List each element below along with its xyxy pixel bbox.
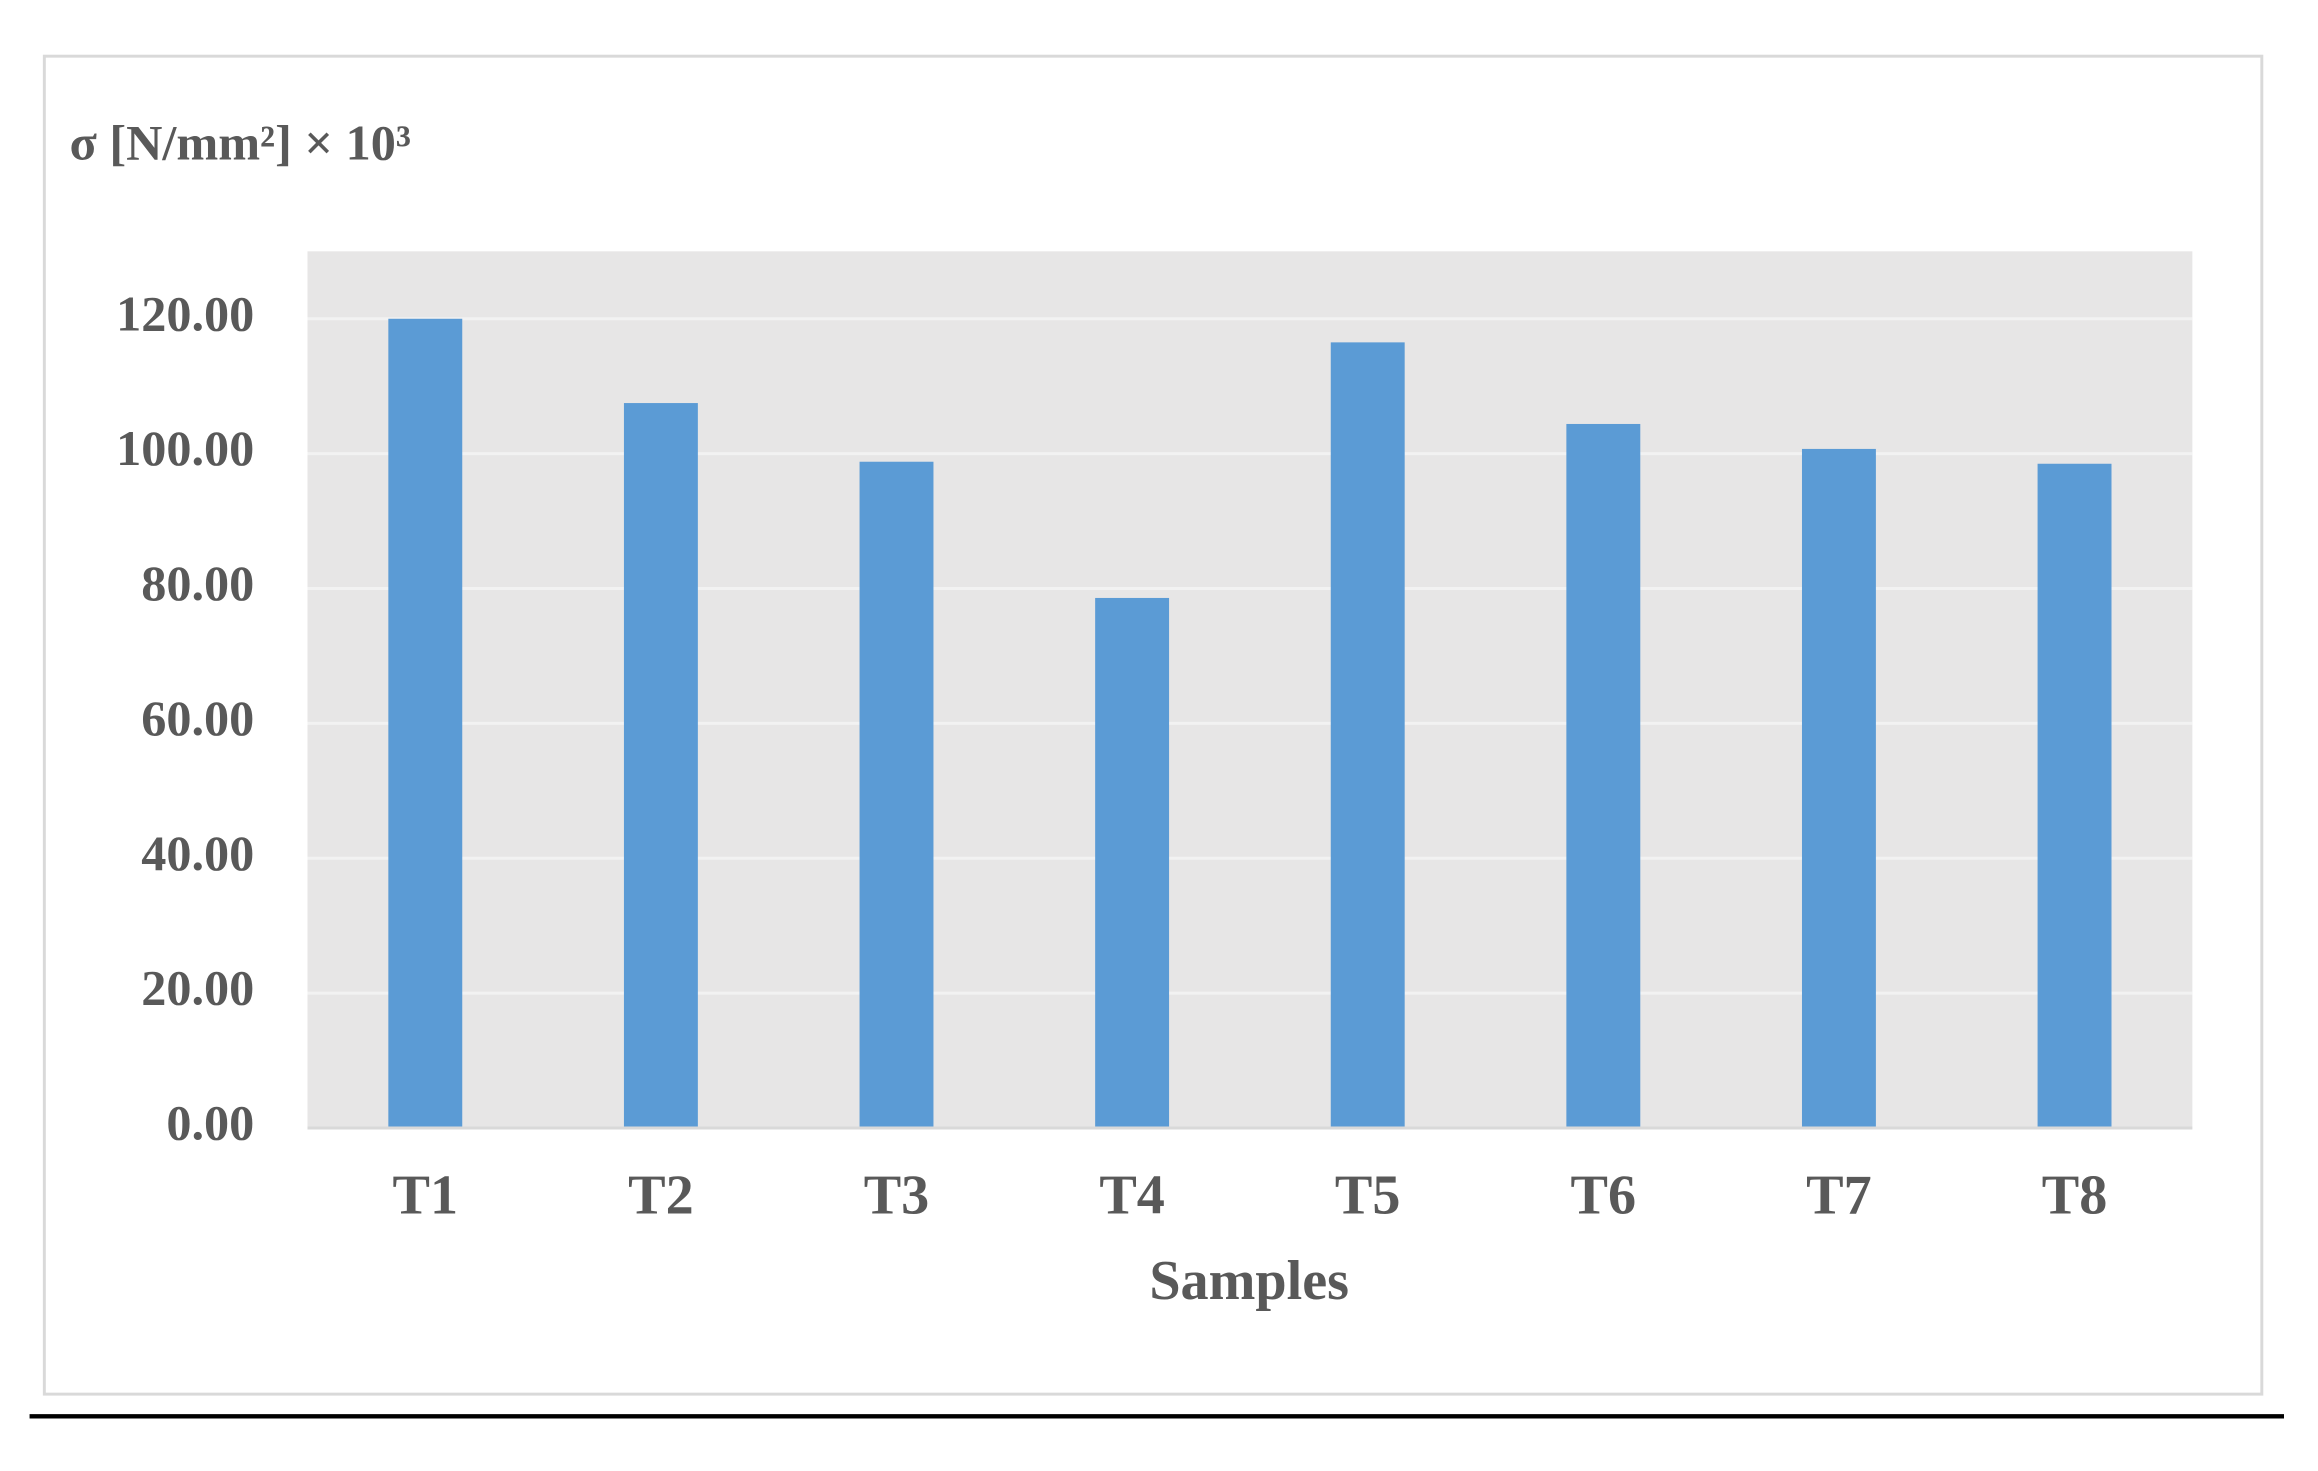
bar — [388, 318, 463, 1129]
y-tick-label: 20.00 — [141, 960, 254, 1016]
y-tick-label: 120.00 — [116, 285, 254, 341]
y-tick-label: 60.00 — [141, 690, 254, 746]
y-tick-label: 0.00 — [166, 1095, 254, 1151]
x-axis-title: Samples — [1149, 1250, 1349, 1312]
y-tick-label: 100.00 — [116, 420, 254, 476]
x-tick-label: T2 — [628, 1164, 694, 1226]
bar — [623, 403, 698, 1129]
bar — [1330, 342, 1405, 1129]
bar — [2037, 463, 2112, 1129]
y-tick-label: 80.00 — [141, 555, 254, 611]
y-tick-label: 40.00 — [141, 825, 254, 881]
x-tick-label: T5 — [1335, 1164, 1401, 1226]
x-tick-label: T4 — [1099, 1164, 1165, 1226]
bar — [1801, 448, 1876, 1129]
plot-area — [307, 251, 2193, 1129]
bar — [859, 461, 934, 1129]
x-tick-label: T8 — [2042, 1164, 2108, 1226]
x-tick-label: T3 — [864, 1164, 930, 1226]
x-tick-label: T1 — [393, 1164, 459, 1226]
bar — [1566, 423, 1641, 1129]
y-axis-title: σ [N/mm²] × 10³ — [69, 114, 410, 170]
x-tick-label: T7 — [1806, 1164, 1872, 1226]
bar — [1095, 597, 1170, 1129]
x-tick-label: T6 — [1571, 1164, 1637, 1226]
